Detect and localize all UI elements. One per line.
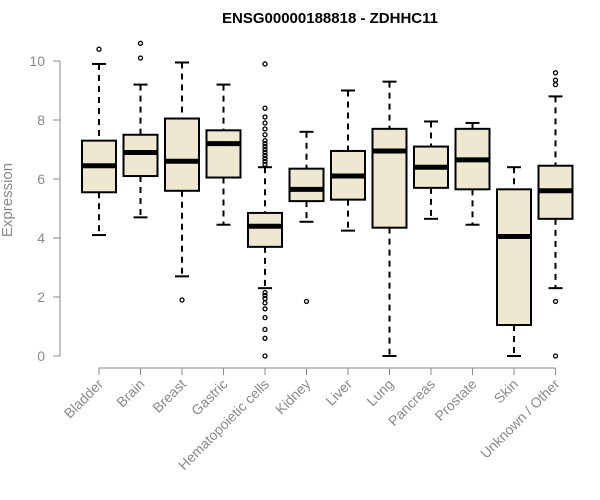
iqr-box	[205, 129, 242, 179]
outlier-point	[262, 335, 268, 341]
outlier-point	[552, 353, 559, 359]
outlier-point	[262, 132, 268, 138]
box-unknown-other	[537, 70, 574, 359]
y-tick-label: 0	[37, 348, 45, 364]
outlier-point	[137, 40, 144, 46]
outlier-point	[262, 353, 268, 359]
outlier-point	[262, 126, 268, 132]
box-liver	[330, 89, 366, 232]
outlier-point	[262, 61, 268, 67]
outlier-point	[262, 161, 268, 167]
outlier-point	[262, 114, 268, 120]
box-bladder	[81, 46, 117, 237]
x-tick-label: Bladder	[61, 376, 107, 422]
iqr-box	[371, 127, 408, 229]
outlier-point	[262, 140, 268, 147]
box-breast	[164, 61, 200, 303]
y-tick-label: 8	[37, 112, 45, 128]
outlier-point	[262, 149, 268, 156]
outlier-point	[262, 289, 268, 296]
iqr-box	[122, 133, 159, 178]
outlier-point	[262, 152, 268, 159]
outlier-point	[262, 155, 268, 162]
outlier-point	[262, 326, 268, 333]
box-series	[81, 40, 574, 359]
x-tick-label: Skin	[491, 376, 522, 407]
outlier-point	[303, 298, 310, 305]
x-tick-label: Lung	[363, 376, 396, 409]
outlier-point	[262, 143, 268, 150]
outlier-point	[262, 300, 268, 306]
iqr-box	[288, 167, 325, 203]
outlier-point	[262, 105, 268, 111]
outlier-point	[552, 298, 559, 305]
x-tick-label: Prostate	[431, 376, 479, 424]
box-lung	[371, 80, 408, 357]
box-brain	[122, 40, 159, 219]
outlier-point	[262, 306, 268, 312]
box-pancreas	[413, 120, 449, 220]
outlier-point	[262, 146, 268, 153]
box-prostate	[454, 121, 491, 226]
x-tick-label: Unknown / Other	[477, 376, 563, 462]
chart-title: ENSG00000188818 - ZDHHC11	[222, 10, 438, 27]
iqr-box	[164, 117, 200, 192]
outlier-point	[552, 70, 559, 76]
iqr-box	[247, 211, 283, 248]
x-tick-label: Brain	[113, 376, 147, 410]
outlier-point	[262, 314, 268, 321]
outlier-point	[262, 295, 268, 302]
outlier-point	[262, 120, 268, 126]
y-tick-label: 4	[37, 230, 45, 246]
y-tick-label: 2	[37, 289, 45, 305]
y-axis: 0 2 4 6 8 10	[29, 53, 61, 364]
outlier-point	[179, 297, 185, 303]
outlier-point	[552, 81, 559, 88]
y-axis-label: Expression	[0, 163, 16, 237]
iqr-box	[496, 188, 532, 327]
x-tick-label: Breast	[149, 376, 189, 416]
box-kidney	[288, 130, 325, 305]
outlier-point	[262, 292, 268, 299]
box-gastric	[205, 83, 242, 226]
outlier-point	[137, 55, 144, 61]
y-tick-label: 10	[29, 53, 45, 69]
outlier-point	[262, 158, 268, 164]
x-tick-label: Kidney	[272, 376, 314, 418]
outlier-point	[552, 77, 559, 83]
x-tick-label: Liver	[322, 376, 355, 409]
outlier-point	[262, 137, 268, 144]
y-tick-label: 6	[37, 171, 45, 187]
box-hematopoietic-cells	[247, 61, 283, 359]
outlier-point	[96, 46, 102, 52]
box-skin	[496, 166, 532, 357]
